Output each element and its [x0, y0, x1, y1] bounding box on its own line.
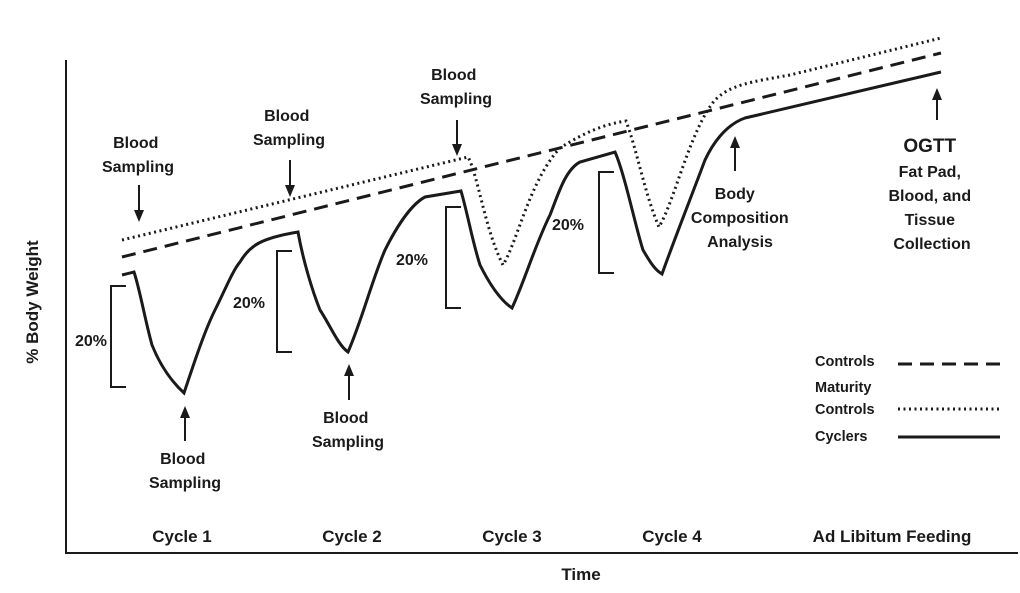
phase-label-cycle-4: Cycle 4 — [642, 527, 702, 546]
phase-label-cycle-2: Cycle 2 — [322, 527, 382, 546]
arrowhead-up-5 — [344, 364, 354, 376]
arrowhead-down-3 — [452, 144, 462, 156]
arrowhead-down-1 — [134, 210, 144, 222]
legend-maturity-controls-label: Maturity Controls — [815, 380, 875, 418]
arrowhead-up-ogtt — [932, 88, 942, 100]
phase-label-cycle-1: Cycle 1 — [152, 527, 212, 546]
percent-label-2: 20% — [233, 295, 265, 312]
blood-sampling-label-2: Blood Sampling — [253, 108, 325, 149]
percent-label-4: 20% — [552, 217, 584, 234]
legend-controls-label: Controls — [815, 354, 875, 370]
y-axis-title: % Body Weight — [23, 240, 42, 364]
percent-bracket-2 — [276, 250, 292, 353]
cyclers-line — [121, 70, 942, 396]
x-axis-title: Time — [561, 565, 600, 584]
blood-sampling-label-5: Blood Sampling — [312, 410, 384, 451]
body-composition-label: Body Composition Analysis — [691, 186, 793, 251]
blood-sampling-label-4: Blood Sampling — [149, 451, 221, 492]
percent-label-3: 20% — [396, 252, 428, 269]
phase-label-cycle-3: Cycle 3 — [482, 527, 542, 546]
percent-label-1: 20% — [75, 333, 107, 350]
arrowhead-up-body-composition — [730, 136, 740, 148]
percent-bracket-4 — [598, 171, 614, 274]
phase-label-ad-libitum: Ad Libitum Feeding — [813, 527, 972, 546]
controls-line — [121, 51, 942, 259]
maturity-controls-line — [121, 36, 942, 269]
arrowhead-down-2 — [285, 185, 295, 197]
arrowhead-up-4 — [180, 406, 190, 418]
blood-sampling-label-1: Blood Sampling — [102, 135, 174, 176]
percent-bracket-3 — [445, 206, 461, 309]
blood-sampling-label-3: Blood Sampling — [420, 67, 492, 108]
legend-cyclers-label: Cyclers — [815, 429, 867, 445]
ogtt-label: OGTT Fat Pad, Blood, and Tissue Collecti… — [888, 136, 975, 253]
percent-bracket-1 — [110, 285, 126, 388]
